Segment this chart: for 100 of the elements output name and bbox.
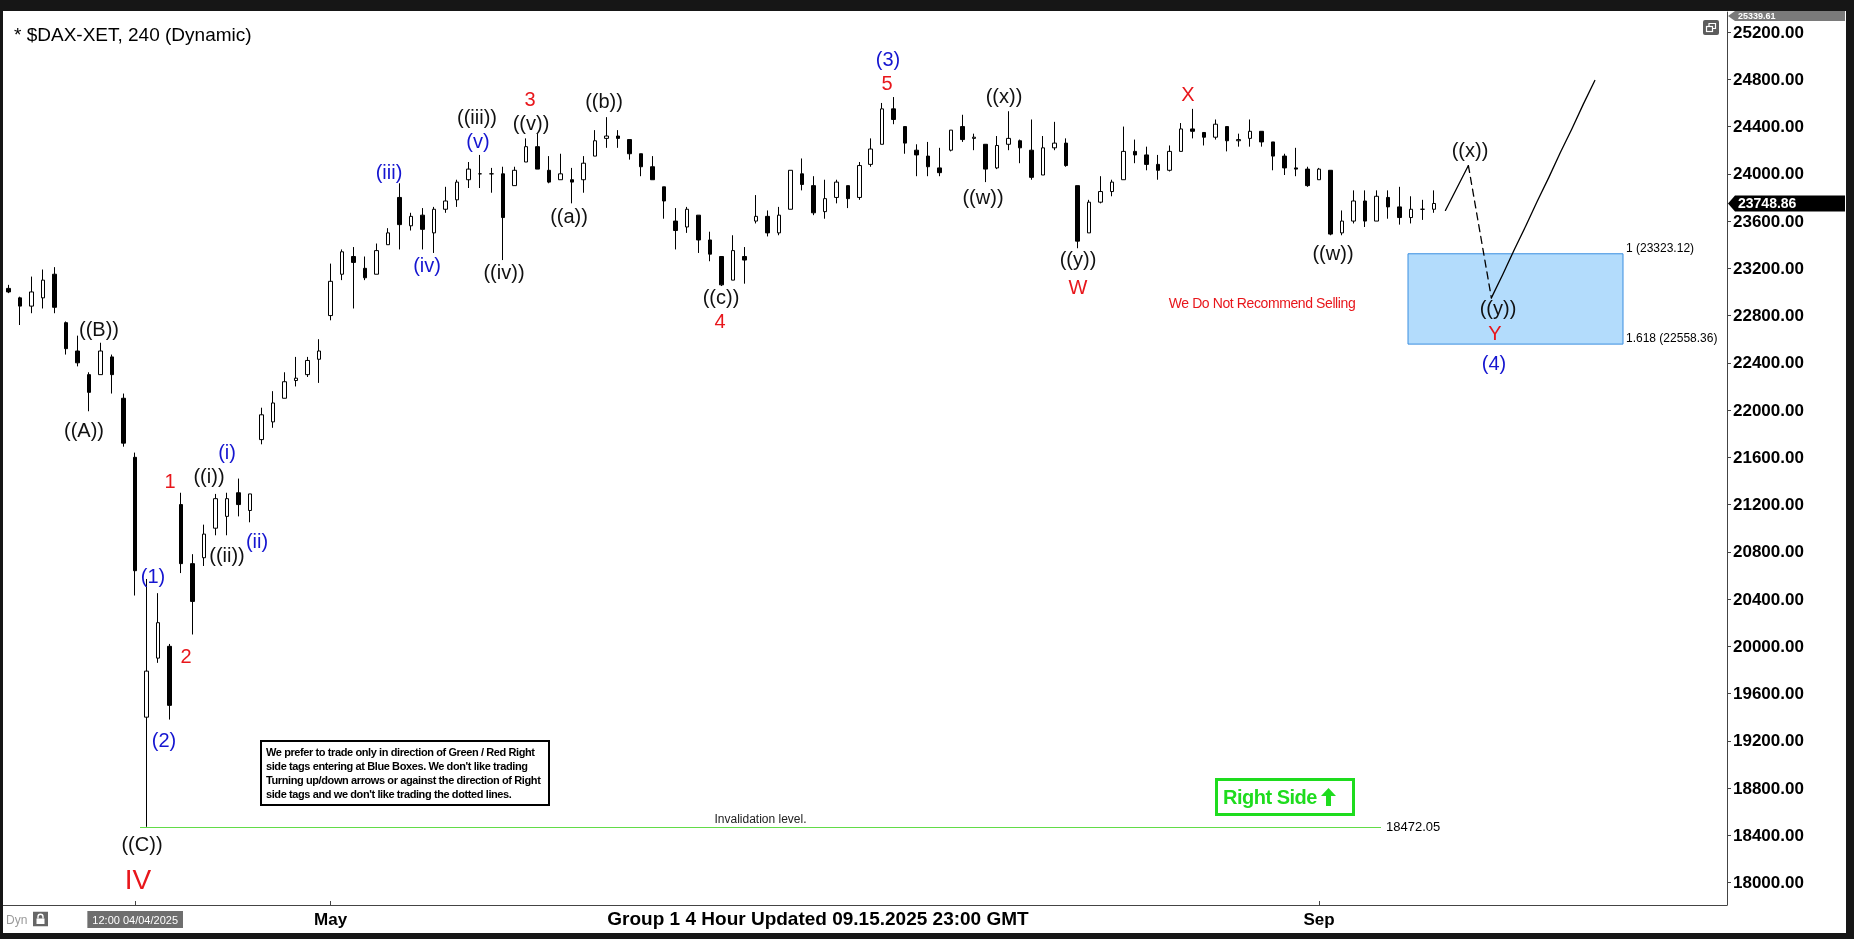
candlestick: [639, 153, 643, 177]
candlestick: [960, 114, 965, 143]
candlestick: [1133, 139, 1137, 164]
candlestick: [570, 167, 574, 204]
candlestick: [167, 643, 172, 721]
y-tick-label: 19200.00: [1733, 731, 1804, 751]
y-tick-label: 20400.00: [1733, 589, 1804, 609]
text: 23748.86: [1738, 195, 1797, 212]
annotation: IV: [124, 863, 152, 895]
candlestick: [983, 143, 988, 183]
candlestick: [305, 356, 310, 378]
annotation: ((b)): [585, 90, 623, 112]
candlestick: [1006, 110, 1011, 151]
candlestick: [1041, 135, 1045, 176]
candlestick: [328, 263, 333, 321]
candlestick: [282, 371, 287, 399]
candlestick: [696, 214, 701, 254]
candlestick: [1432, 189, 1436, 214]
candlestick: [1110, 179, 1114, 197]
candlestick: [1328, 169, 1333, 236]
candlestick: [52, 266, 57, 314]
candlestick: [995, 135, 999, 170]
text: * $DAX-XET, 240 (Dynamic): [14, 24, 252, 45]
ref-line-label: Invalidation level.: [714, 811, 807, 826]
candlestick: [891, 96, 896, 125]
candlestick: [1248, 118, 1252, 148]
candlestick: [1225, 126, 1229, 152]
candlestick: [225, 492, 229, 536]
annotation: ((c)): [702, 286, 740, 308]
candlestick: [972, 133, 976, 151]
y-tick-label: 24000.00: [1733, 164, 1804, 184]
candlestick: [604, 116, 609, 149]
annotation: ((a)): [550, 205, 588, 227]
candlestick: [409, 212, 413, 232]
candlestick: [236, 478, 241, 517]
candlestick: [271, 390, 275, 429]
candlestick: [248, 493, 252, 523]
annotation: ((x)): [1451, 139, 1489, 161]
text: Dyn: [6, 912, 28, 926]
candlestick: [6, 284, 11, 294]
candlestick: [156, 592, 160, 664]
annotation: (4): [1481, 352, 1507, 374]
y-tick-label: 23200.00: [1733, 258, 1804, 278]
candlestick: [478, 154, 482, 189]
candlestick: [1340, 209, 1344, 236]
candlestick: [868, 137, 873, 168]
annotation: ((x)): [985, 85, 1023, 107]
y-tick-label: 22000.00: [1733, 400, 1804, 420]
candlestick: [386, 227, 390, 246]
candlestick: [742, 246, 747, 285]
candlestick: [1202, 131, 1206, 146]
candlestick: [1351, 189, 1356, 224]
annotation: ((i)): [193, 465, 225, 487]
annotation: (3): [875, 48, 901, 70]
candlestick: [524, 137, 528, 163]
candlestick: [765, 209, 770, 237]
y-tick-label: 22800.00: [1733, 306, 1804, 326]
candlestick: [1018, 139, 1022, 164]
annotation: (iii): [375, 161, 403, 183]
candlestick: [627, 139, 632, 161]
candlestick: [1409, 195, 1413, 224]
candlestick: [420, 207, 425, 250]
candlestick: [121, 393, 126, 448]
candlestick: [857, 161, 862, 201]
annotation: ((y)): [1059, 248, 1097, 270]
candlestick: [1213, 118, 1218, 141]
candlestick: [777, 206, 781, 236]
y-tick-label: 19600.00: [1733, 684, 1804, 704]
candlestick: [1282, 153, 1287, 176]
text: Group 1 4 Hour Updated 09.15.2025 23:00 GMT: [607, 908, 1029, 929]
candlestick: [650, 155, 655, 181]
candlestick: [1305, 166, 1310, 188]
candlestick: [1167, 144, 1172, 172]
candlestick: [914, 143, 919, 177]
candlestick: [213, 493, 218, 536]
candlestick: [1121, 126, 1126, 181]
annotation: ((v)): [512, 112, 550, 134]
candlestick: [363, 256, 367, 281]
candlestick: [1386, 189, 1390, 220]
candlestick: [443, 186, 448, 214]
candlestick: [455, 179, 459, 208]
annotation: 1 (23323.12): [1626, 240, 1695, 255]
candlestick: [1144, 146, 1149, 171]
annotation: (iv): [413, 254, 441, 276]
annotation: ((y)): [1479, 297, 1517, 319]
candlestick: [949, 129, 953, 152]
candlestick: [1029, 118, 1034, 181]
candlestick: [846, 185, 850, 209]
candlestick: [259, 407, 264, 445]
candlestick: [937, 147, 942, 177]
candlestick: [98, 342, 103, 376]
y-tick-label: 24800.00: [1733, 69, 1804, 89]
candlestick: [133, 452, 137, 597]
annotation: ((A)): [64, 419, 104, 441]
annotation: W: [1068, 276, 1088, 298]
candlestick: [432, 206, 436, 254]
candlestick: [1420, 199, 1425, 221]
candlestick: [903, 126, 907, 155]
x-tick-label: Sep: [1303, 910, 1335, 929]
candlestick: [1294, 147, 1298, 177]
